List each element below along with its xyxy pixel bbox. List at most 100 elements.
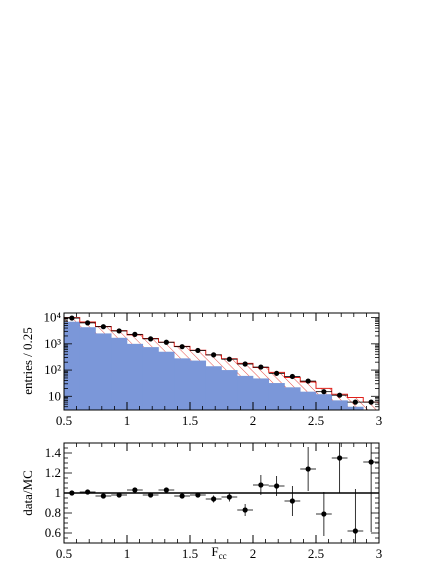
fill-bar [79,327,96,410]
hatch-band [253,367,269,379]
xlabel-main: F [211,544,218,559]
fill-bar [268,383,285,410]
data-point [352,399,358,405]
fill-bar [316,394,333,410]
fill-bar [158,351,175,410]
ratio-point [226,494,232,500]
y-tick-label: 1.4 [45,445,62,460]
fill-bar [300,391,317,410]
data-point [368,399,374,405]
data-point [211,352,217,358]
data-point [242,361,248,367]
fill-bar [237,375,254,410]
y-tick-label: 10² [44,362,61,377]
fill-bar [347,406,364,410]
ratio-point [258,482,264,488]
hatch-band [221,358,238,371]
ratio-point [274,483,280,489]
data-point [69,315,75,321]
bottom-panel: 0.5 1 1.5 2 2.5 3 0.6 0.8 1 1.2 1.4 data/MC Fcc [20,442,383,561]
hatch-band [300,382,316,392]
y-tick-label: 0.8 [45,505,61,520]
y-tick-label: 0.6 [45,525,62,540]
ratio-point [242,507,248,513]
data-point [85,320,91,326]
y-tick-label: 1 [55,485,62,500]
bottom-ylabel: data/MC [20,470,35,516]
x-tick-label: 0.5 [56,413,72,428]
x-tick-label: 2.5 [308,546,324,561]
hatch-band [284,377,301,388]
x-tick-label: 1.5 [182,413,198,428]
hatch-band [190,350,206,361]
x-tick-label: 2.5 [308,413,324,428]
fill-bar [142,347,159,410]
top-ylabel: entries / 0.25 [20,327,35,395]
data-point [321,389,327,395]
x-tick-label: 1 [124,546,131,561]
hatch-band [363,402,379,410]
ratio-point [321,511,327,517]
data-point [305,378,311,384]
hatch-band [111,330,127,338]
data-point [100,324,106,330]
hatch-band [268,372,285,384]
ratio-point [368,459,374,465]
ratio-point [85,489,91,495]
data-point [179,344,185,350]
fill-bar [331,400,348,410]
data-point [258,364,264,370]
x-tick-label: 0.5 [56,546,72,561]
hatch-band [158,342,175,352]
ratio-point [195,492,201,498]
data-point [148,336,154,342]
x-tick-label: 3 [376,546,383,561]
data-point [289,373,295,380]
ratio-point [116,492,122,498]
x-tick-label: 3 [376,413,383,428]
y-tick-label: 1.2 [45,465,61,480]
hatch-band [95,326,112,334]
data-point [226,356,232,362]
ratio-point [132,487,138,493]
ratio-point [148,492,154,498]
ratio-point [305,466,311,472]
ratio-point [211,496,217,502]
data-point [274,370,280,376]
hatch-band [237,363,253,376]
top-plot-frame [63,312,380,411]
ratio-point [289,498,295,504]
x-tick-label: 2 [250,546,257,561]
hatch-band [174,346,190,359]
xlabel-subscript: cc [219,551,227,561]
data-point [337,392,343,398]
fill-bar [190,360,207,410]
fill-bar [127,343,144,410]
fill-bar [221,370,238,410]
x-tick-label: 2 [250,413,257,428]
ratio-point [163,487,169,493]
x-tick-label: 1.5 [182,546,198,561]
y-tick-label: 10³ [44,336,61,351]
fill-bar [205,366,222,410]
ratio-point [100,493,106,499]
fill-bar [253,378,270,410]
hatch-band [127,334,143,344]
data-point [195,347,201,354]
data-point [116,328,122,334]
y-tick-label: 10 [48,388,61,403]
data-point [132,331,138,337]
fill-bar [174,358,191,410]
fill-bar [111,337,128,410]
ratio-point [352,528,358,534]
data-point [163,339,169,345]
top-panel: 0.5 1 1.5 2 2.5 3 10 10² 10³ 10⁴ entries / 0.25 [20,310,382,428]
ratio-point [179,493,185,499]
ratio-point [337,455,343,461]
fill-bar [284,387,301,410]
y-tick-label: 10⁴ [43,310,61,325]
x-tick-label: 1 [124,413,131,428]
hatch-band [142,338,159,348]
hatch-band [205,354,222,367]
